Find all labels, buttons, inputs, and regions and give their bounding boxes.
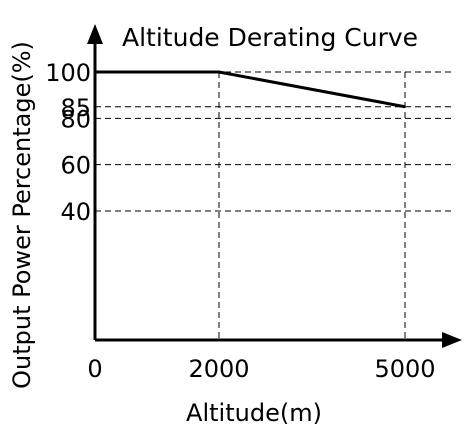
y-tick-label-100: 100 (45, 59, 91, 87)
axes (87, 24, 462, 348)
derating-curve-line (95, 70, 406, 109)
x-axis-arrow-icon (442, 332, 462, 348)
y-tick-label-85: 85 (60, 94, 91, 122)
x-axis-label: Altitude(m) (186, 399, 322, 427)
y-tick-label-80: 80 (60, 105, 91, 133)
y-tick-label-60: 60 (60, 152, 91, 180)
grid-lines (95, 71, 453, 340)
y-axis-label: Output Power Percentage(%) (8, 41, 36, 389)
series (94, 70, 406, 109)
x-tick-label-0: 0 (87, 355, 102, 383)
x-tick-label-2000: 2000 (188, 355, 249, 383)
y-axis-arrow-icon (87, 24, 103, 44)
y-tick-label-40: 40 (60, 198, 91, 226)
x-tick-label-5000: 5000 (374, 355, 435, 383)
chart-title: Altitude Derating Curve (122, 23, 418, 52)
